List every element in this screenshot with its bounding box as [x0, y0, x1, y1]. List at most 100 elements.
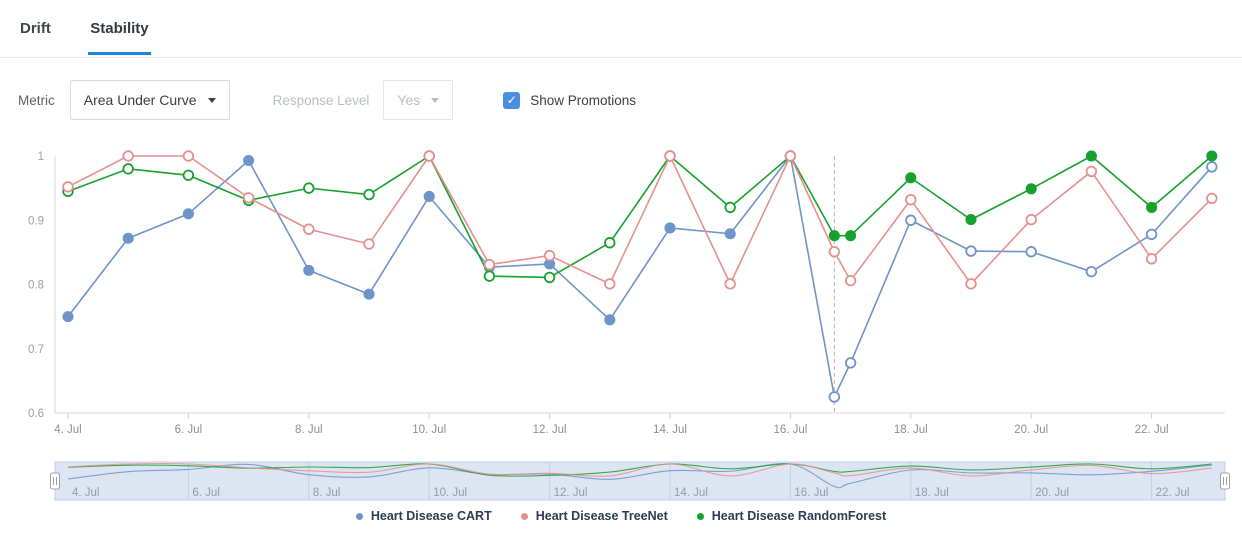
data-point-marker[interactable]: [1025, 213, 1037, 226]
x-tick-label: 16. Jul: [773, 424, 807, 436]
data-point-marker[interactable]: [243, 154, 255, 167]
data-point-marker[interactable]: [604, 314, 616, 326]
data-point-marker[interactable]: [724, 201, 736, 214]
tab-drift[interactable]: Drift: [20, 20, 51, 37]
tab-bar: Drift Stability: [0, 0, 1242, 58]
data-point-marker[interactable]: [1145, 253, 1158, 265]
data-point-marker[interactable]: [303, 264, 315, 276]
data-point-marker[interactable]: [965, 214, 977, 226]
data-point-marker[interactable]: [182, 150, 195, 162]
data-point-marker[interactable]: [1145, 228, 1158, 241]
navigator-series-line: [67, 462, 1212, 489]
legend-item-randomforest[interactable]: Heart Disease RandomForest: [696, 509, 887, 523]
data-point-marker[interactable]: [483, 270, 496, 282]
data-point-marker[interactable]: [905, 172, 917, 184]
navigator-tick-label: 6. Jul: [192, 487, 220, 499]
legend-label: Heart Disease TreeNet: [535, 509, 668, 523]
show-promotions-checkbox[interactable]: ✓ Show Promotions: [503, 91, 636, 109]
x-tick-label: 8. Jul: [295, 424, 323, 436]
data-point-marker[interactable]: [1085, 265, 1098, 278]
x-tick-label: 12. Jul: [533, 424, 567, 436]
data-point-marker[interactable]: [965, 245, 977, 257]
data-point-marker[interactable]: [828, 246, 841, 258]
data-point-marker[interactable]: [724, 228, 736, 240]
data-point-marker[interactable]: [62, 311, 74, 323]
data-point-marker[interactable]: [543, 249, 556, 262]
data-point-marker[interactable]: [423, 150, 435, 162]
data-point-marker[interactable]: [363, 288, 375, 300]
data-point-marker[interactable]: [844, 274, 857, 287]
data-point-marker[interactable]: [1206, 192, 1218, 205]
data-point-marker[interactable]: [1025, 183, 1037, 195]
data-point-marker[interactable]: [303, 182, 315, 194]
data-point-marker[interactable]: [604, 237, 616, 249]
data-point-marker[interactable]: [828, 230, 840, 242]
legend-item-treenet[interactable]: Heart Disease TreeNet: [520, 509, 668, 523]
data-point-marker[interactable]: [1206, 161, 1218, 173]
data-point-marker[interactable]: [905, 214, 917, 226]
data-point-marker[interactable]: [784, 150, 797, 162]
legend-item-cart[interactable]: Heart Disease CART: [355, 509, 492, 523]
x-tick-label: 6. Jul: [175, 424, 203, 436]
data-point-marker[interactable]: [303, 223, 315, 235]
navigator-tick-label: 4. Jul: [72, 487, 100, 499]
data-point-marker[interactable]: [664, 222, 676, 234]
series-line: [67, 155, 1213, 279]
series-line: [67, 155, 1213, 285]
data-point-marker[interactable]: [828, 391, 841, 403]
chart-controls: Metric Area Under Curve Response Level Y…: [0, 80, 1242, 120]
data-point-marker[interactable]: [1085, 150, 1097, 162]
navigator-tick-label: 14. Jul: [674, 487, 708, 499]
series-0[interactable]: [62, 150, 1218, 403]
data-point-marker[interactable]: [1206, 150, 1218, 162]
data-point-marker[interactable]: [363, 238, 375, 250]
data-point-marker[interactable]: [182, 208, 194, 220]
stability-chart[interactable]: 1 0.9 0.8 0.7 0.6 4. Jul 6. Jul 8. Jul 10. Jul 12…: [0, 140, 1242, 502]
checkbox-checked-icon[interactable]: ✓: [503, 91, 521, 109]
tab-stability[interactable]: Stability: [88, 0, 151, 55]
response-level-label: Response Level: [272, 92, 370, 108]
data-point-marker[interactable]: [543, 271, 556, 284]
x-tick-label: 20. Jul: [1014, 424, 1048, 436]
legend-label: Heart Disease RandomForest: [711, 509, 887, 523]
data-point-marker[interactable]: [122, 150, 134, 162]
series-dot-icon: [520, 512, 528, 520]
data-point-marker[interactable]: [604, 278, 616, 290]
data-point-marker[interactable]: [182, 169, 195, 181]
data-point-marker[interactable]: [1146, 201, 1158, 213]
navigator-right-handle[interactable]: [1220, 472, 1230, 490]
series-2[interactable]: [62, 150, 1218, 290]
data-point-marker[interactable]: [905, 193, 917, 206]
navigator-tick-label: 10. Jul: [433, 487, 467, 499]
data-point-marker[interactable]: [483, 258, 496, 271]
metric-select-value: Area Under Curve: [83, 92, 197, 108]
data-point-marker[interactable]: [965, 278, 977, 290]
data-point-marker[interactable]: [664, 150, 676, 162]
metric-select[interactable]: Area Under Curve: [69, 80, 230, 120]
series-dot-icon: [355, 512, 363, 520]
data-point-marker[interactable]: [122, 232, 134, 244]
data-point-marker[interactable]: [363, 188, 375, 201]
navigator-tick-label: 18. Jul: [915, 487, 949, 499]
response-level-select[interactable]: Yes: [383, 80, 454, 120]
navigator-left-handle[interactable]: [50, 472, 60, 490]
data-point-marker[interactable]: [1085, 165, 1098, 178]
navigator-tick-label: 16. Jul: [794, 487, 828, 499]
y-tick-label: 0.6: [28, 408, 44, 420]
y-tick-label: 0.8: [28, 280, 44, 292]
data-point-marker[interactable]: [122, 163, 134, 175]
data-point-marker[interactable]: [62, 181, 74, 193]
range-navigator[interactable]: 4. Jul 6. Jul 8. Jul 10. Jul 12. Jul 14. Jul 1…: [50, 461, 1230, 501]
chevron-down-icon: [207, 97, 216, 103]
navigator-tick-label: 20. Jul: [1035, 487, 1069, 499]
y-tick-label: 0.9: [28, 215, 44, 227]
data-point-marker[interactable]: [1025, 246, 1037, 258]
data-point-marker[interactable]: [242, 192, 255, 204]
data-point-marker[interactable]: [423, 190, 435, 203]
data-point-marker[interactable]: [845, 230, 857, 242]
data-point-marker[interactable]: [844, 357, 857, 369]
data-point-marker[interactable]: [724, 278, 736, 290]
navigator-series-line: [67, 463, 1212, 477]
x-tick-label: 18. Jul: [894, 424, 928, 436]
